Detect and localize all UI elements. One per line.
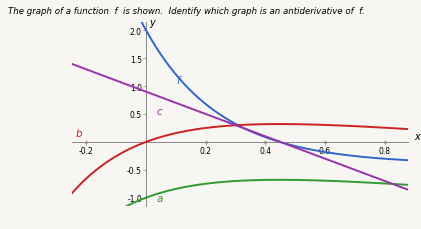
Text: The graph of a function  f  is shown.  Identify which graph is an antiderivative: The graph of a function f is shown. Iden… <box>8 7 365 16</box>
Text: c: c <box>157 106 162 117</box>
Text: y: y <box>149 18 155 28</box>
Text: x: x <box>414 131 420 141</box>
Text: a: a <box>157 193 163 203</box>
Text: b: b <box>76 129 83 139</box>
Text: f: f <box>176 76 179 86</box>
